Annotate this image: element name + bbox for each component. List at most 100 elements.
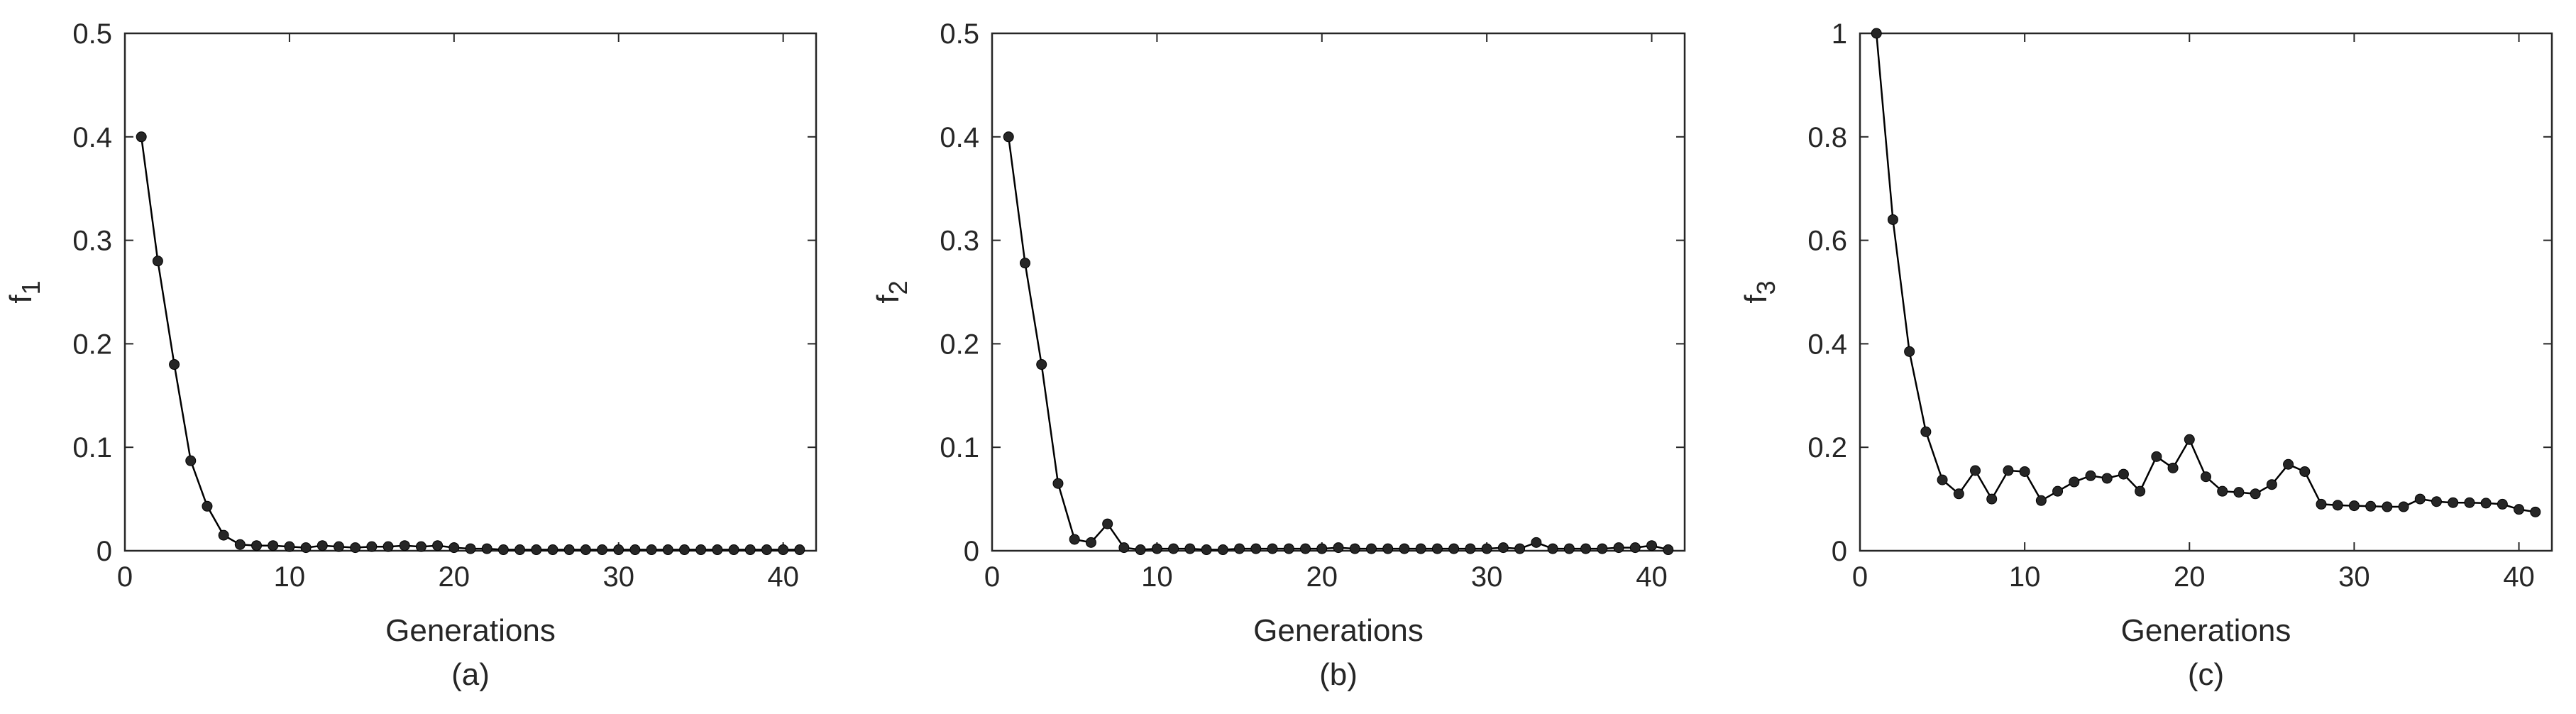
data-point bbox=[1431, 543, 1443, 554]
data-point bbox=[2480, 498, 2492, 509]
y-tick-label: 0.8 bbox=[1807, 122, 1847, 153]
data-point bbox=[728, 544, 739, 556]
data-point bbox=[2497, 498, 2508, 510]
data-point bbox=[1003, 131, 1014, 143]
x-axis-label: Generations bbox=[1253, 613, 1424, 648]
data-point bbox=[1151, 543, 1162, 554]
y-tick-label: 0.6 bbox=[1807, 226, 1847, 257]
data-point bbox=[1563, 543, 1575, 554]
data-point bbox=[1399, 543, 1410, 554]
data-point bbox=[1448, 543, 1460, 554]
data-point bbox=[2035, 495, 2047, 506]
data-point bbox=[333, 541, 344, 552]
data-point bbox=[2448, 497, 2459, 508]
data-point bbox=[366, 541, 378, 552]
x-tick-label: 10 bbox=[1141, 561, 1173, 593]
data-point bbox=[1663, 544, 1674, 556]
data-point bbox=[2266, 479, 2277, 490]
y-tick-label: 0.5 bbox=[940, 18, 979, 50]
x-tick-label: 30 bbox=[1471, 561, 1503, 593]
data-point bbox=[2431, 496, 2442, 507]
data-point bbox=[1267, 543, 1278, 554]
panel-caption: (b) bbox=[1319, 657, 1358, 692]
data-point bbox=[234, 539, 246, 550]
data-point bbox=[761, 544, 772, 556]
x-tick-label: 0 bbox=[117, 561, 133, 593]
y-tick-label: 0.4 bbox=[72, 122, 112, 153]
data-point bbox=[547, 544, 558, 556]
x-tick-label: 40 bbox=[2503, 561, 2535, 593]
data-point bbox=[136, 131, 147, 143]
data-point bbox=[202, 500, 213, 512]
data-point bbox=[2019, 466, 2030, 477]
data-point bbox=[481, 543, 492, 554]
x-tick-label: 0 bbox=[1852, 561, 1868, 593]
y-axis-label-subscript: 1 bbox=[16, 280, 45, 295]
data-point bbox=[1201, 544, 1212, 556]
data-point bbox=[2069, 476, 2080, 488]
data-point bbox=[563, 544, 575, 556]
data-point bbox=[350, 542, 361, 554]
data-point bbox=[695, 544, 707, 556]
data-point bbox=[2348, 500, 2360, 512]
data-point bbox=[2233, 487, 2245, 498]
data-point bbox=[1953, 488, 1964, 500]
data-point bbox=[2250, 488, 2261, 500]
data-point bbox=[1365, 543, 1377, 554]
y-axis-label-subscript: 3 bbox=[1751, 280, 1780, 295]
data-point bbox=[2217, 485, 2228, 497]
data-point bbox=[1184, 543, 1196, 554]
data-point bbox=[382, 541, 394, 552]
data-point bbox=[1970, 465, 1981, 476]
data-point bbox=[497, 544, 509, 556]
y-axis-label: f2 bbox=[871, 280, 913, 303]
data-point bbox=[580, 544, 591, 556]
y-axis-label-subscript: 2 bbox=[884, 280, 913, 295]
x-tick-label: 40 bbox=[767, 561, 799, 593]
data-point bbox=[465, 543, 476, 554]
data-point bbox=[1135, 544, 1146, 556]
data-point bbox=[2414, 493, 2426, 505]
x-tick-label: 30 bbox=[2338, 561, 2370, 593]
y-tick-label: 0.3 bbox=[940, 226, 979, 257]
data-point bbox=[1283, 543, 1294, 554]
data-point bbox=[1217, 544, 1228, 556]
data-point bbox=[2201, 471, 2211, 483]
y-axis-label: f1 bbox=[4, 280, 45, 303]
data-point bbox=[218, 529, 229, 541]
data-point bbox=[1382, 543, 1394, 554]
x-axis-label: Generations bbox=[2121, 613, 2291, 648]
data-point bbox=[2365, 500, 2377, 512]
data-point bbox=[1920, 426, 1932, 437]
data-point bbox=[2101, 473, 2113, 484]
x-tick-label: 20 bbox=[439, 561, 470, 593]
data-point bbox=[1102, 518, 1113, 529]
data-point bbox=[152, 256, 163, 267]
x-tick-label: 30 bbox=[602, 561, 634, 593]
data-point bbox=[1036, 359, 1047, 370]
y-tick-label: 0 bbox=[97, 536, 112, 567]
data-point bbox=[778, 544, 789, 556]
y-tick-label: 0.4 bbox=[1807, 329, 1847, 360]
data-point bbox=[2003, 465, 2014, 476]
data-point bbox=[1597, 543, 1608, 554]
data-point bbox=[185, 455, 197, 466]
data-point bbox=[2332, 500, 2343, 511]
series-line bbox=[140, 136, 800, 551]
data-point bbox=[2118, 468, 2129, 480]
y-axis-label-base: f bbox=[871, 295, 906, 304]
data-point bbox=[1415, 543, 1426, 554]
data-point bbox=[317, 540, 328, 551]
y-tick-label: 0.2 bbox=[72, 329, 112, 360]
data-point bbox=[1547, 543, 1558, 554]
data-point bbox=[1349, 543, 1360, 554]
x-tick-label: 10 bbox=[2009, 561, 2041, 593]
data-point bbox=[1465, 543, 1476, 554]
series-line bbox=[1875, 33, 2536, 513]
data-point bbox=[744, 544, 756, 556]
y-axis-label: f3 bbox=[1739, 280, 1780, 303]
data-point bbox=[629, 544, 641, 556]
data-point bbox=[251, 540, 263, 551]
y-tick-label: 0.1 bbox=[72, 432, 112, 463]
